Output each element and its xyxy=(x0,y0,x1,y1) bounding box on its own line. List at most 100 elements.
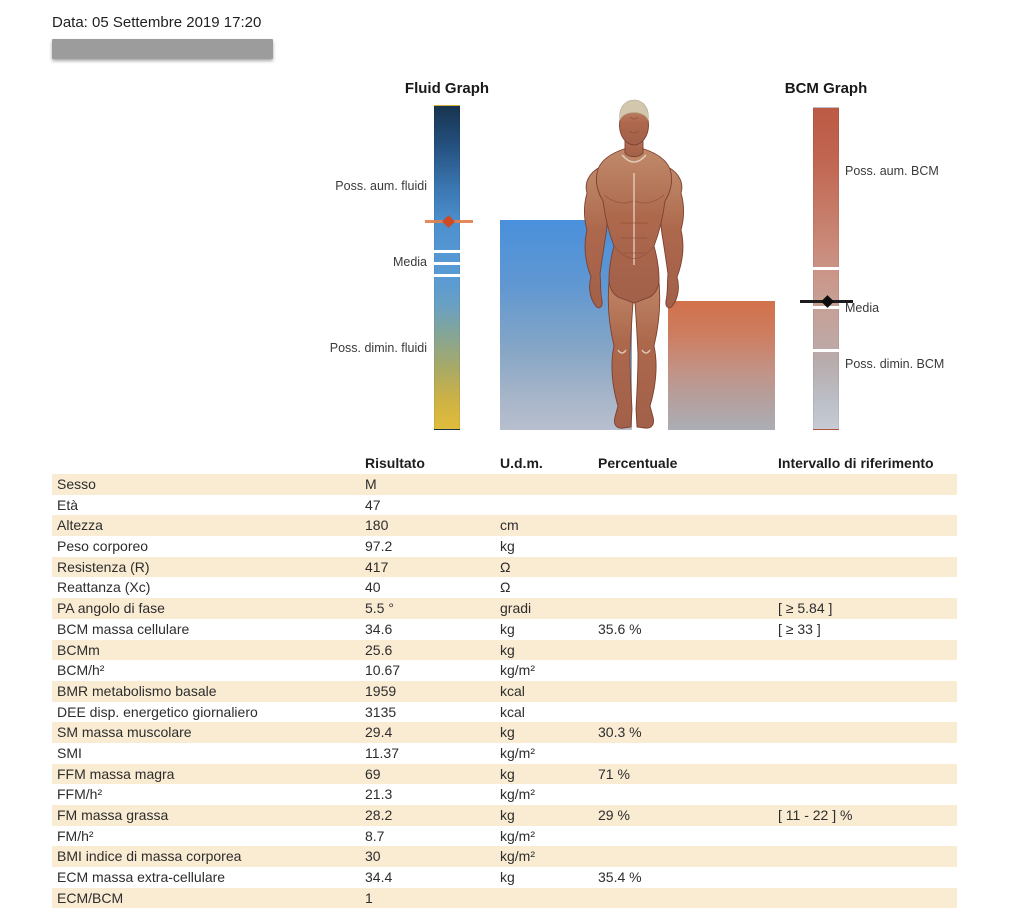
row-udm: kg xyxy=(500,538,515,555)
table-row: PA angolo di fase 5.5 ° gradi [ ≥ 5.84 ] xyxy=(52,598,957,619)
column-header-intervallo: Intervallo di riferimento xyxy=(778,455,934,471)
row-risultato: 25.6 xyxy=(365,641,393,658)
table-row: BCM massa cellulare 34.6 kg 35.6 % [ ≥ 3… xyxy=(52,619,957,640)
row-risultato: 34.6 xyxy=(365,620,393,637)
row-risultato: 30 xyxy=(365,848,381,865)
row-label: BMI indice di massa corporea xyxy=(57,848,242,865)
bcm-zone-divider xyxy=(813,349,839,352)
table-row: BCM/h² 10.67 kg/m² xyxy=(52,660,957,681)
fluid-graph-title: Fluid Graph xyxy=(404,80,490,97)
row-percentuale: 35.6 % xyxy=(598,620,642,637)
row-udm: Ω xyxy=(500,558,511,575)
table-row: Peso corporeo 97.2 kg xyxy=(52,536,957,557)
row-risultato: 29.4 xyxy=(365,724,393,741)
row-risultato: 47 xyxy=(365,496,381,513)
row-udm: kcal xyxy=(500,703,525,720)
row-risultato: M xyxy=(365,476,377,492)
anatomical-body-figure xyxy=(583,99,685,429)
bcm-graph-title: BCM Graph xyxy=(784,80,868,97)
row-label: BCM massa cellulare xyxy=(57,620,190,637)
row-label: ECM/BCM xyxy=(57,889,124,906)
row-label: FFM massa magra xyxy=(57,765,175,782)
fluid-gauge-bar xyxy=(425,105,473,430)
row-udm: kg xyxy=(500,807,515,823)
row-label: SMI xyxy=(57,744,82,761)
table-row: FM/h² 8.7 kg/m² xyxy=(52,826,957,847)
row-udm: kg/m² xyxy=(500,848,535,865)
table-row: FFM/h² 21.3 kg/m² xyxy=(52,784,957,805)
results-table-body: Sesso M Età 47 Altezza 180 cm Peso corpo… xyxy=(52,474,957,909)
row-risultato: 11.37 xyxy=(365,744,399,761)
bcm-label-decrease: Poss. dimin. BCM xyxy=(845,357,945,371)
fluid-zone-divider xyxy=(434,274,460,277)
row-label: DEE disp. energetico giornaliero xyxy=(57,703,258,720)
row-intervallo: [ ≥ 33 ] xyxy=(778,620,821,637)
table-row: ECM massa extra-cellulare 34.4 kg 35.4 % xyxy=(52,867,957,888)
row-label: BCMm xyxy=(57,641,100,658)
row-label: PA angolo di fase xyxy=(57,600,165,617)
table-row: BCMm 25.6 kg xyxy=(52,639,957,661)
row-udm: kg/m² xyxy=(500,662,535,679)
row-udm: kg/m² xyxy=(500,827,535,844)
row-udm: Ω xyxy=(500,579,511,596)
fluid-marker-diamond-icon xyxy=(442,215,455,228)
table-row: ECM/BCM 1 xyxy=(52,887,957,909)
row-risultato: 5.5 ° xyxy=(365,600,394,617)
fluid-result-marker xyxy=(425,215,473,228)
row-label: FFM/h² xyxy=(57,786,103,803)
column-header-udm: U.d.m. xyxy=(500,455,543,471)
row-risultato: 40 xyxy=(365,579,381,596)
row-udm: kg xyxy=(500,641,515,658)
column-header-risultato: Risultato xyxy=(365,455,425,471)
row-udm: kg xyxy=(500,620,515,637)
row-udm: kg/m² xyxy=(500,744,535,761)
row-risultato: 8.7 xyxy=(365,827,385,844)
row-label: Peso corporeo xyxy=(57,538,149,555)
row-risultato: 69 xyxy=(365,765,381,782)
row-risultato: 34.4 xyxy=(365,869,393,886)
row-risultato: 417 xyxy=(365,558,389,575)
bcm-zone-divider xyxy=(813,306,839,309)
row-label: ECM massa extra-cellulare xyxy=(57,869,226,886)
row-udm: kg xyxy=(500,869,515,886)
row-label: Sesso xyxy=(57,476,96,492)
row-udm: gradi xyxy=(500,600,532,617)
fluid-zone-divider xyxy=(434,250,460,253)
row-label: Età xyxy=(57,496,79,513)
row-risultato: 180 xyxy=(365,517,389,534)
row-intervallo: [ 11 - 22 ] % xyxy=(778,807,853,823)
bcm-label-media: Media xyxy=(845,301,880,315)
row-risultato: 28.2 xyxy=(365,807,393,823)
row-udm: kg xyxy=(500,724,515,741)
row-label: BMR metabolismo basale xyxy=(57,682,217,699)
row-percentuale: 35.4 % xyxy=(598,869,642,886)
row-percentuale: 29 % xyxy=(598,807,630,823)
row-risultato: 10.67 xyxy=(365,662,401,679)
table-row: SMI 11.37 kg/m² xyxy=(52,743,957,764)
row-risultato: 3135 xyxy=(365,703,397,720)
table-row: Sesso M xyxy=(52,474,957,495)
row-risultato: 97.2 xyxy=(365,538,393,555)
table-row: Età 47 xyxy=(52,495,957,516)
row-label: FM massa grassa xyxy=(57,807,169,823)
row-risultato: 1959 xyxy=(365,682,397,699)
table-row: SM massa muscolare 29.4 kg 30.3 % xyxy=(52,722,957,743)
redacted-patient-name-bar xyxy=(52,39,273,59)
table-row: Reattanza (Xc) 40 Ω xyxy=(52,577,957,598)
fluid-label-decrease: Poss. dimin. fluidi xyxy=(329,341,427,355)
table-row: BMI indice di massa corporea 30 kg/m² xyxy=(52,846,957,868)
row-udm: kg xyxy=(500,765,515,782)
table-row: DEE disp. energetico giornaliero 3135 kc… xyxy=(52,702,957,723)
row-udm: kcal xyxy=(500,682,525,699)
row-label: BCM/h² xyxy=(57,662,105,679)
row-udm: kg/m² xyxy=(500,786,535,803)
table-row: Resistenza (R) 417 Ω xyxy=(52,556,957,578)
fluid-label-media: Media xyxy=(392,255,427,269)
fluid-zone-divider xyxy=(434,262,460,265)
fluid-label-increase: Poss. aum. fluidi xyxy=(335,179,427,193)
row-label: Altezza xyxy=(57,517,103,534)
report-date: Data: 05 Settembre 2019 17:20 xyxy=(52,14,262,31)
row-label: Resistenza (R) xyxy=(57,558,150,575)
table-row: BMR metabolismo basale 1959 kcal xyxy=(52,680,957,702)
bcm-label-increase: Poss. aum. BCM xyxy=(845,164,939,178)
